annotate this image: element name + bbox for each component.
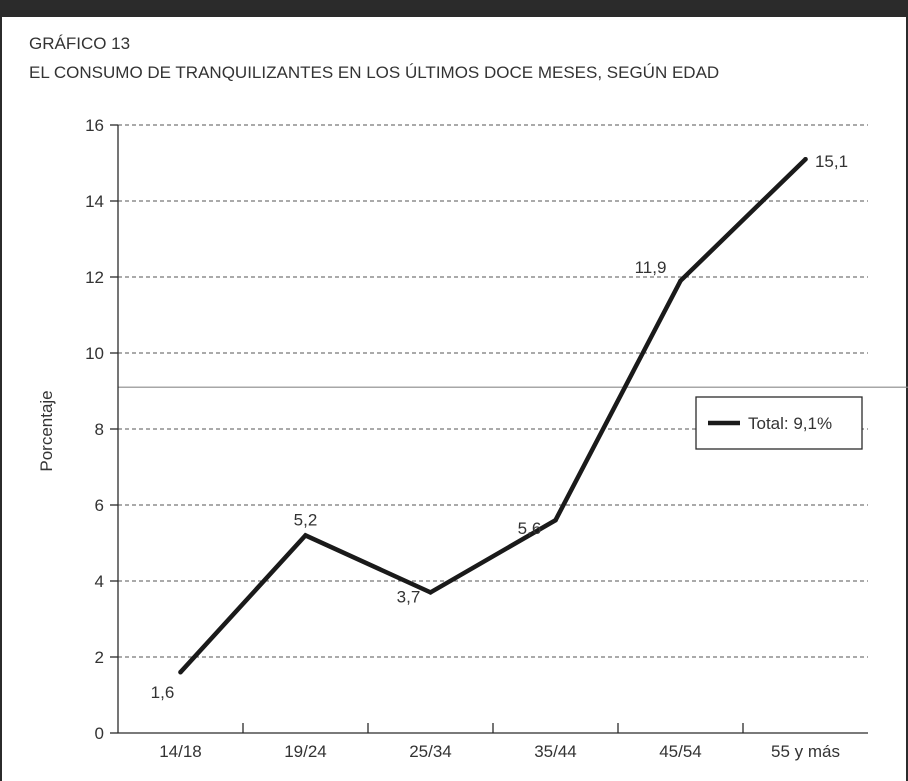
- series-line: [178, 156, 808, 675]
- y-tick-label: 0: [95, 724, 104, 743]
- y-axis-label: Porcentaje: [37, 390, 56, 471]
- data-label: 5,2: [294, 510, 318, 529]
- data-point: [678, 278, 683, 283]
- frame-right-border: [906, 17, 908, 781]
- data-label: 11,9: [635, 258, 667, 277]
- x-tick-label: 19/24: [284, 742, 327, 761]
- axes: [110, 124, 868, 734]
- y-tick-label: 6: [95, 496, 104, 515]
- data-label: 15,1: [815, 152, 848, 171]
- top-rule: [0, 0, 908, 17]
- tick-labels: 0 2 4 6 8 10 12 14 16 14/18 19/24 25/34 35/44 45/54 55…: [85, 116, 840, 761]
- y-tick-label: 12: [85, 268, 104, 287]
- grid-lines: [118, 124, 868, 658]
- data-point: [428, 590, 433, 595]
- series-group: [178, 156, 808, 675]
- data-point: [303, 533, 308, 538]
- legend-label: Total: 9,1%: [748, 414, 832, 433]
- data-label: 1,6: [151, 683, 175, 702]
- y-tick-label: 2: [95, 648, 104, 667]
- y-tick-label: 10: [85, 344, 104, 363]
- x-tick-label: 14/18: [159, 742, 202, 761]
- data-label: 3,7: [397, 587, 421, 606]
- y-tick-label: 4: [95, 572, 104, 591]
- data-point: [178, 670, 183, 675]
- y-tick-label: 8: [95, 420, 104, 439]
- data-label: 5,6: [518, 519, 542, 538]
- x-tick-label: 55 y más: [771, 742, 840, 761]
- data-point: [553, 518, 558, 523]
- x-tick-label: 35/44: [534, 742, 577, 761]
- y-tick-label: 16: [85, 116, 104, 135]
- frame-left-border: [0, 17, 2, 781]
- x-tick-label: 45/54: [659, 742, 702, 761]
- legend: Total: 9,1%: [695, 396, 863, 450]
- x-tick-label: 25/34: [409, 742, 452, 761]
- chart-title: EL CONSUMO DE TRANQUILIZANTES EN LOS ÚLT…: [29, 63, 720, 82]
- data-point: [803, 157, 808, 162]
- data-labels: 1,6 5,2 3,7 5,6 11,9 15,1: [151, 152, 848, 702]
- y-tick-label: 14: [85, 192, 104, 211]
- figure-label: GRÁFICO 13: [29, 34, 131, 53]
